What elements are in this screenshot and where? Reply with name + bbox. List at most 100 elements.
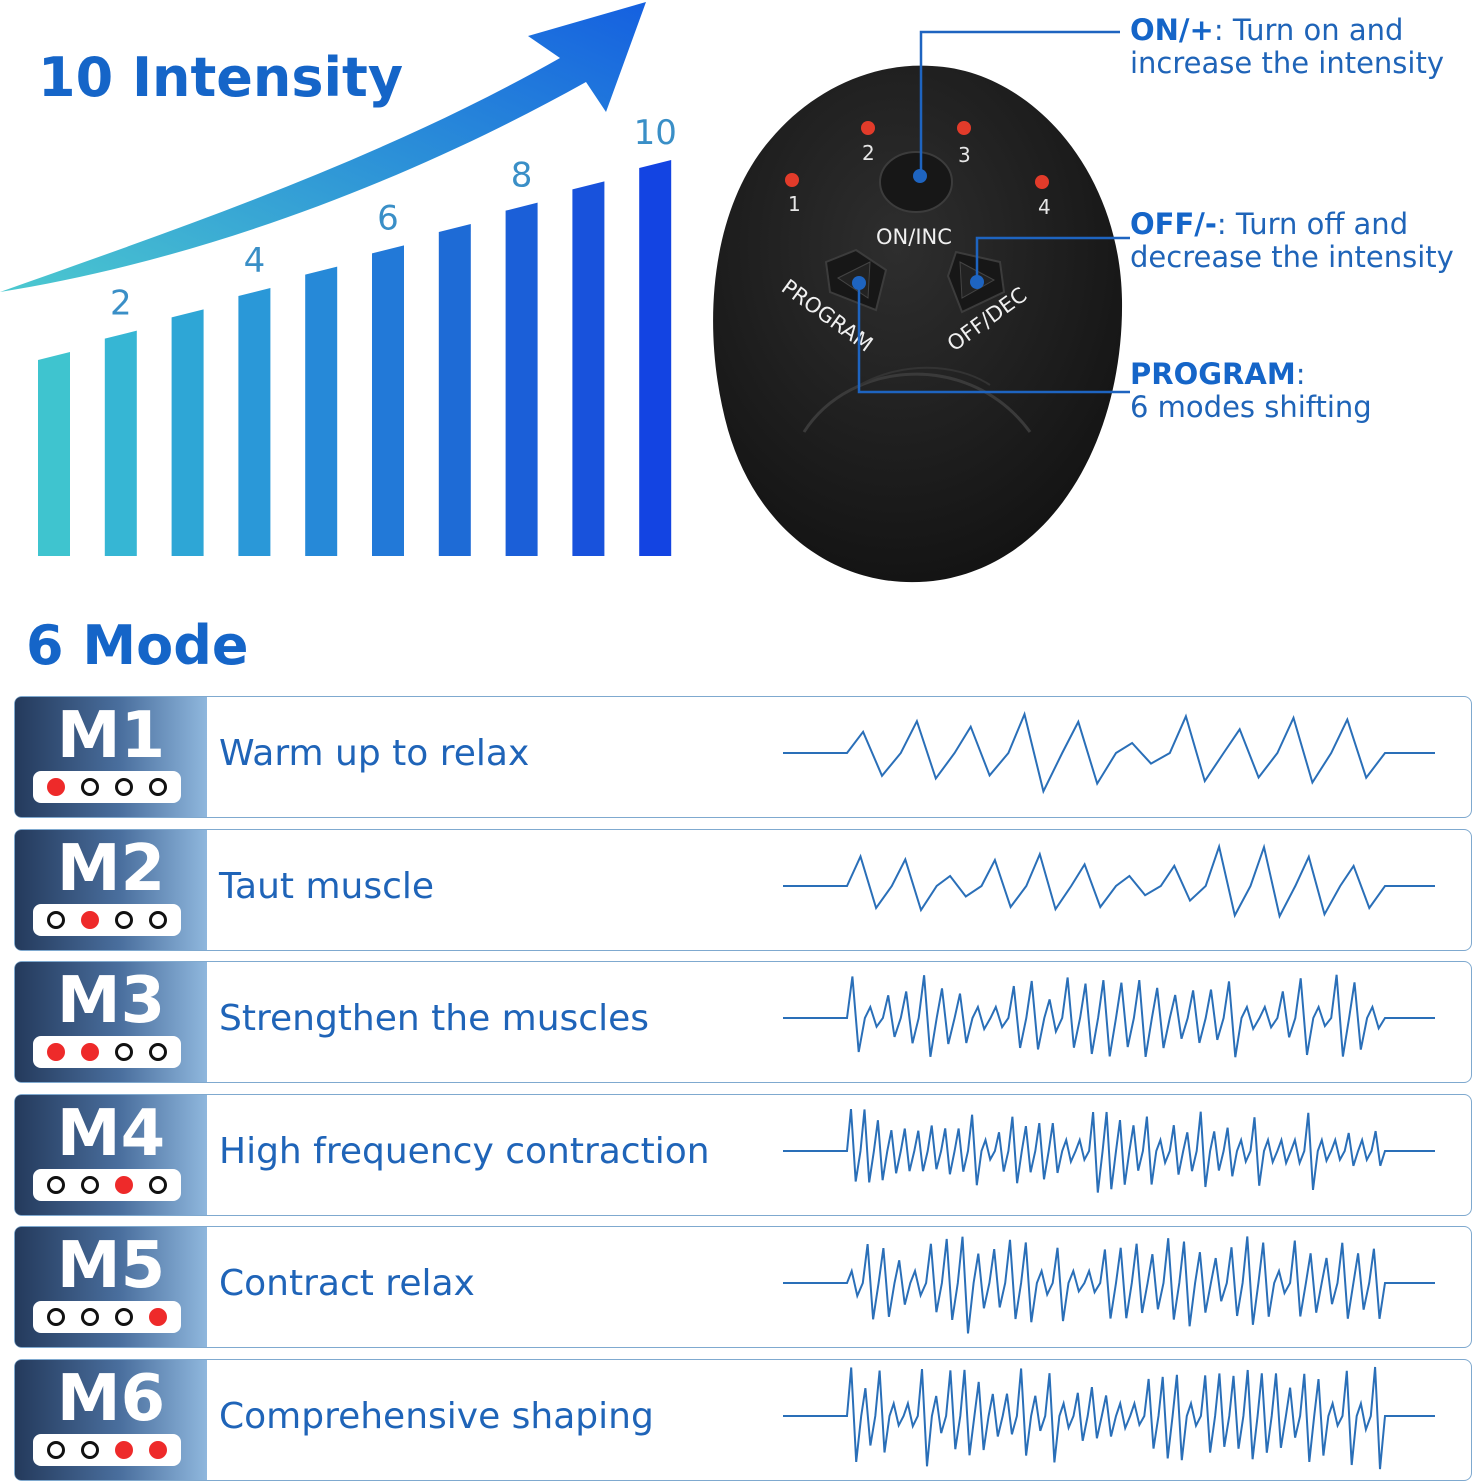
mode-waveform [783,710,1435,795]
waveform-line [783,710,1435,795]
mode-waveform [783,1108,1435,1193]
mode-badge: M4 [15,1094,207,1215]
modes-title: 6 Mode [26,614,249,677]
indicator-dot-on [81,1043,99,1062]
indicator-dot-on [149,1308,167,1327]
intensity-bar-3 [171,309,204,556]
mode-code: M5 [56,1229,166,1304]
indicator-dot-on [47,778,65,796]
intensity-bar-label: 8 [511,156,533,196]
mode-row-m2: M2 Taut muscle [14,828,1472,951]
indicator-dot-on [149,1441,167,1459]
led-3 [957,121,971,135]
annotation-program: PROGRAM: 6 modes shifting [1130,358,1372,424]
intensity-bar-5 [305,266,338,556]
intensity-bar-1 [38,352,70,556]
annotation-off: OFF/-: Turn off and decrease the intensi… [1130,208,1454,274]
indicator-dot-off [149,910,167,929]
led-indicators: 1 2 3 4 [785,121,1051,219]
intensity-bar-2 [104,330,137,556]
waveform-line [783,842,1435,919]
indicator-dot-off [115,1308,133,1327]
annotation-program-line2: 6 modes shifting [1130,390,1372,424]
mode-description: Warm up to relax [219,733,530,774]
indicator-dot-off [47,910,65,929]
intensity-arrow [0,2,646,292]
mode-row-m5: M5 Contract relax [14,1226,1472,1349]
waveform-line [783,1236,1435,1334]
mode-code: M4 [56,1096,166,1171]
intensity-bar-9 [572,181,605,557]
intensity-bar-7 [438,224,471,556]
mode-waveform [783,1236,1435,1334]
indicator-dot-off [81,778,99,796]
annotation-on-line1: : Turn on and [1213,13,1404,47]
indicator-dot-off [81,1441,99,1459]
mode-indicator-dots [33,1434,181,1466]
mode-row-m3: M3 Strengthen the muscles [14,961,1472,1084]
led-4 [1035,175,1049,189]
mode-indicator-dots [33,1036,181,1069]
mode-badge: M1 [15,697,207,817]
indicator-dot-off [115,1043,133,1062]
mode-indicator-dots [33,771,181,803]
annotation-program-line1: : [1295,357,1306,391]
indicator-dot-on [81,910,99,929]
waveform-line [783,1108,1435,1193]
indicator-dot-off [149,1175,167,1194]
indicator-dot-off [81,1308,99,1327]
mode-badge: M6 [15,1360,207,1480]
mode-row-m4: M4 High frequency contraction [14,1093,1472,1216]
mode-code: M1 [56,699,166,773]
mode-code: M2 [56,831,166,906]
mode-waveform [783,842,1435,919]
mode-row-m1: M1 Warm up to relax [14,696,1472,818]
mode-description: Comprehensive shaping [219,1396,654,1437]
annotation-on: ON/+: Turn on and increase the intensity [1130,14,1444,80]
mode-badge: M5 [15,1227,207,1348]
indicator-dot-off [47,1441,65,1459]
led-label-1: 1 [788,192,801,216]
indicator-dot-off [81,1175,99,1194]
waveform-line [783,974,1435,1058]
on-inc-label: ON/INC [876,225,952,249]
intensity-bar-label: 6 [377,198,399,238]
mode-description: Taut muscle [219,865,435,907]
annotation-off-line1: : Turn off and [1216,207,1409,241]
indicator-dot-off [115,910,133,929]
led-label-3: 3 [958,143,971,167]
annotation-program-key: PROGRAM [1130,357,1296,391]
intensity-bar-10 [639,160,672,556]
device-body [713,65,1123,583]
on-inc-button[interactable] [879,151,953,213]
intensity-chart: 2 4 6 8 10 [0,2,677,557]
intensity-title: 10 Intensity [38,46,404,109]
intensity-bar-8 [505,202,538,556]
indicator-dot-off [47,1175,65,1194]
mode-indicator-dots [33,1168,181,1201]
mode-description: Contract relax [219,1263,475,1305]
annotation-on-key: ON/+ [1130,13,1214,47]
annotation-off-key: OFF/- [1130,207,1217,241]
waveform-line [783,1366,1435,1470]
indicator-dot-off [149,1043,167,1062]
indicator-dot-on [115,1175,133,1194]
indicator-dot-off [47,1308,65,1327]
mode-indicator-dots [33,1301,181,1334]
mode-waveform [783,974,1435,1058]
mode-badge: M3 [15,962,207,1083]
mode-code: M3 [56,964,166,1039]
indicator-dot-on [47,1043,65,1062]
led-2 [861,121,875,135]
led-1 [785,173,799,187]
indicator-dot-off [149,778,167,796]
indicator-dot-off [115,778,133,796]
mode-badge: M2 [15,829,207,950]
mode-indicator-dots [33,903,181,936]
led-label-4: 4 [1038,195,1051,219]
mode-waveform [783,1366,1435,1470]
device-illustration: 1 2 3 4 ON/INC PROGRAM OFF/DEC [713,65,1123,583]
intensity-bar-label: 2 [110,284,132,324]
intensity-bar-label: 4 [244,241,266,281]
mode-description: Strengthen the muscles [219,998,649,1040]
